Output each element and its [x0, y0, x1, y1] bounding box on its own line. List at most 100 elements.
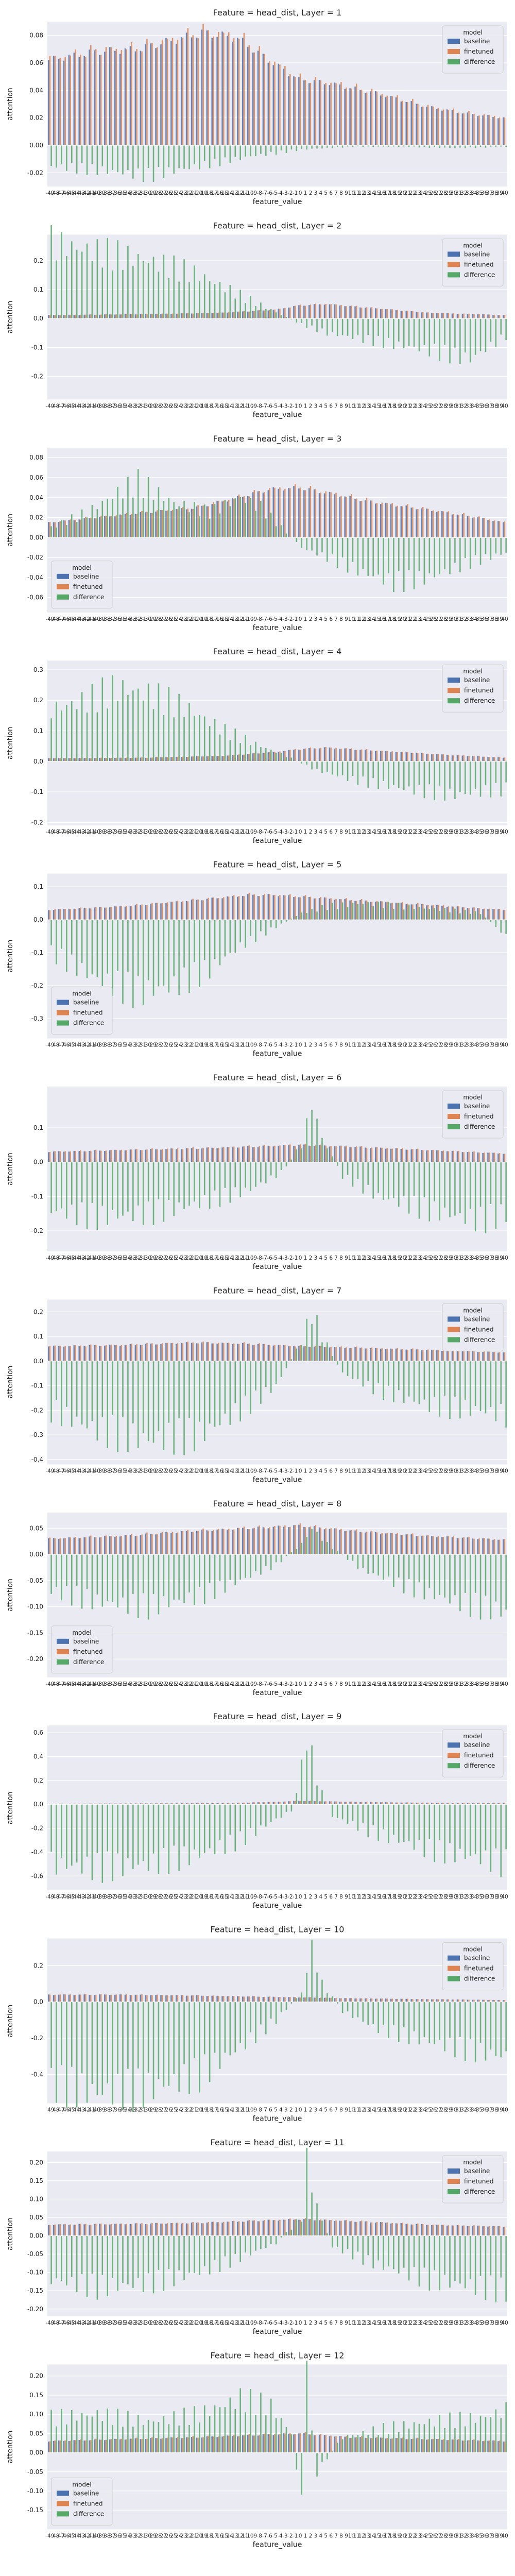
x-tick-label: -28: [153, 2320, 162, 2326]
y-axis-label: attention: [6, 1365, 14, 1398]
bar-finetuned: [499, 315, 501, 319]
bar-difference: [96, 145, 98, 175]
x-tick-label: 23: [415, 616, 421, 622]
bar-difference: [301, 1543, 303, 1555]
x-tick-label: -1: [293, 1468, 298, 1474]
bar-finetuned: [105, 1535, 107, 1555]
bar-baseline: [227, 501, 228, 538]
bar-difference: [158, 1804, 160, 1874]
legend-label: baseline: [464, 1315, 490, 1323]
bar-baseline: [237, 38, 238, 145]
x-tick-label: 9: [345, 1255, 348, 1261]
bar-difference: [505, 1804, 507, 1850]
bar-difference: [61, 145, 62, 164]
bar-baseline: [267, 1528, 269, 1555]
bar-difference: [388, 761, 389, 789]
bar-difference: [260, 302, 262, 319]
x-tick-label: -3: [282, 1255, 287, 1261]
bar-finetuned: [381, 1533, 383, 1555]
x-tick-label: 16: [379, 1681, 386, 1687]
bar-difference: [86, 1162, 88, 1229]
x-tick-label: -22: [183, 1681, 192, 1687]
bar-finetuned: [360, 2436, 363, 2453]
bar-finetuned: [335, 748, 337, 761]
bar-finetuned: [64, 909, 66, 920]
bar-baseline: [441, 2225, 443, 2236]
bar-difference: [255, 920, 256, 942]
x-tick-label: 7: [334, 616, 338, 622]
bar-baseline: [114, 1994, 116, 2002]
bar-baseline: [227, 2435, 228, 2453]
bar-baseline: [165, 1803, 167, 1805]
bar-difference: [439, 761, 440, 786]
bar-finetuned: [269, 487, 270, 538]
bar-difference: [112, 2425, 113, 2453]
x-tick-label: -32: [132, 403, 141, 409]
bar-baseline: [446, 1999, 448, 2002]
bar-finetuned: [64, 315, 66, 319]
bar-baseline: [421, 1536, 422, 1555]
bar-baseline: [119, 906, 121, 920]
x-tick-label: -41: [87, 2533, 95, 2539]
chart-title: Feature = head_dist, Layer = 1: [213, 8, 342, 18]
bar-finetuned: [49, 56, 51, 146]
bar-baseline: [58, 2440, 60, 2453]
x-tick-label: 19: [394, 1681, 401, 1687]
bar-baseline: [140, 757, 142, 761]
x-tick-label: 18: [389, 1468, 396, 1474]
bar-finetuned: [49, 314, 51, 319]
x-tick-label: 12: [358, 1894, 365, 1900]
bar-finetuned: [499, 117, 501, 145]
plot-area: [47, 234, 507, 400]
bar-baseline: [170, 1148, 172, 1162]
legend-label: difference: [464, 1975, 495, 1982]
bar-difference: [127, 1162, 129, 1212]
bar-baseline: [390, 1148, 392, 1162]
bar-baseline: [99, 55, 100, 146]
bar-difference: [152, 257, 154, 319]
x-tick-label: -35: [117, 2107, 126, 2113]
x-tick-label: 17: [384, 1681, 390, 1687]
bar-difference: [127, 1554, 129, 1614]
bar-baseline: [104, 2440, 106, 2453]
bar-difference: [168, 1162, 170, 1200]
bar-difference: [147, 477, 149, 538]
x-tick-label: 7: [334, 403, 338, 409]
bar-baseline: [497, 2441, 499, 2453]
x-tick-label: -13: [230, 1894, 238, 1900]
bar-baseline: [467, 908, 469, 920]
bar-difference: [290, 1804, 293, 1812]
bar-finetuned: [156, 1994, 158, 2002]
x-tick-label: 30: [450, 403, 457, 409]
bar-baseline: [53, 315, 55, 319]
bar-baseline: [201, 1148, 203, 1162]
bar-baseline: [359, 2437, 361, 2453]
bar-finetuned: [468, 313, 470, 319]
x-tick-label: -8: [257, 190, 262, 196]
x-tick-label: -27: [158, 403, 167, 409]
bar-difference: [178, 1554, 180, 1600]
bar-difference: [321, 905, 323, 920]
bar-difference: [234, 498, 236, 538]
bar-baseline: [119, 757, 121, 761]
bar-difference: [357, 1554, 359, 1569]
x-tick-label: -45: [66, 829, 75, 835]
bar-baseline: [129, 1535, 131, 1555]
bar-baseline: [63, 1538, 65, 1555]
bar-finetuned: [90, 314, 92, 319]
bar-baseline: [221, 1343, 223, 1361]
x-tick-label: 3: [314, 616, 318, 622]
bar-baseline: [482, 1153, 484, 1162]
bar-finetuned: [310, 2218, 312, 2236]
bar-finetuned: [376, 750, 378, 761]
x-tick-label: -14: [225, 829, 233, 835]
bar-difference: [500, 1554, 502, 1617]
x-tick-label: -10: [245, 829, 253, 835]
bar-baseline: [405, 1534, 407, 1555]
bar-baseline: [272, 895, 274, 920]
x-tick-label: 30: [450, 2533, 457, 2539]
bar-baseline: [196, 1343, 198, 1361]
bar-baseline: [175, 1344, 177, 1361]
bar-baseline: [400, 101, 402, 145]
bar-finetuned: [49, 1994, 51, 2002]
